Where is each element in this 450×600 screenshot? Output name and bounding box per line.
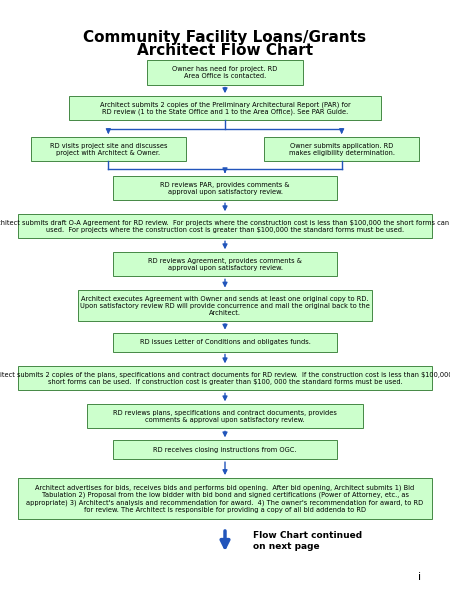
- Text: Architect submits draft O-A Agreement for RD review.  For projects where the con: Architect submits draft O-A Agreement fo…: [0, 220, 450, 233]
- Text: Owner has need for project. RD
Area Office is contacted.: Owner has need for project. RD Area Offi…: [172, 66, 278, 79]
- Text: RD receives closing instructions from OGC.: RD receives closing instructions from OG…: [153, 447, 297, 453]
- Text: Architect submits 2 copies of the plans, specifications and contract documents f: Architect submits 2 copies of the plans,…: [0, 372, 450, 385]
- Text: Architect Flow Chart: Architect Flow Chart: [137, 43, 313, 58]
- Text: Architect submits 2 copies of the Preliminary Architectural Report (PAR) for
RD : Architect submits 2 copies of the Prelim…: [99, 101, 351, 115]
- FancyBboxPatch shape: [87, 404, 363, 428]
- FancyBboxPatch shape: [18, 214, 432, 238]
- FancyBboxPatch shape: [112, 332, 338, 352]
- FancyBboxPatch shape: [18, 478, 432, 520]
- FancyBboxPatch shape: [78, 290, 372, 321]
- Text: Architect executes Agreement with Owner and sends at least one original copy to : Architect executes Agreement with Owner …: [80, 296, 370, 316]
- FancyBboxPatch shape: [18, 366, 432, 391]
- Text: i: i: [418, 572, 421, 582]
- Text: RD reviews PAR, provides comments &
approval upon satisfactory review.: RD reviews PAR, provides comments & appr…: [160, 182, 290, 195]
- Text: RD reviews plans, specifications and contract documents, provides
comments & app: RD reviews plans, specifications and con…: [113, 410, 337, 423]
- Text: RD visits project site and discusses
project with Architect & Owner.: RD visits project site and discusses pro…: [50, 143, 167, 155]
- FancyBboxPatch shape: [69, 96, 381, 120]
- Text: Community Facility Loans/Grants: Community Facility Loans/Grants: [83, 31, 367, 46]
- Text: Architect advertises for bids, receives bids and performs bid opening.  After bi: Architect advertises for bids, receives …: [27, 484, 423, 513]
- FancyBboxPatch shape: [31, 137, 186, 161]
- FancyBboxPatch shape: [147, 61, 303, 85]
- FancyBboxPatch shape: [264, 137, 419, 161]
- FancyBboxPatch shape: [112, 252, 338, 277]
- Text: Flow Chart continued
on next page: Flow Chart continued on next page: [253, 532, 362, 551]
- Text: RD issues Letter of Conditions and obligates funds.: RD issues Letter of Conditions and oblig…: [140, 339, 310, 345]
- FancyBboxPatch shape: [112, 176, 338, 200]
- Text: RD reviews Agreement, provides comments &
approval upon satisfactory review.: RD reviews Agreement, provides comments …: [148, 258, 302, 271]
- FancyBboxPatch shape: [112, 440, 338, 459]
- Text: Owner submits application. RD
makes eligibility determination.: Owner submits application. RD makes elig…: [288, 143, 395, 155]
